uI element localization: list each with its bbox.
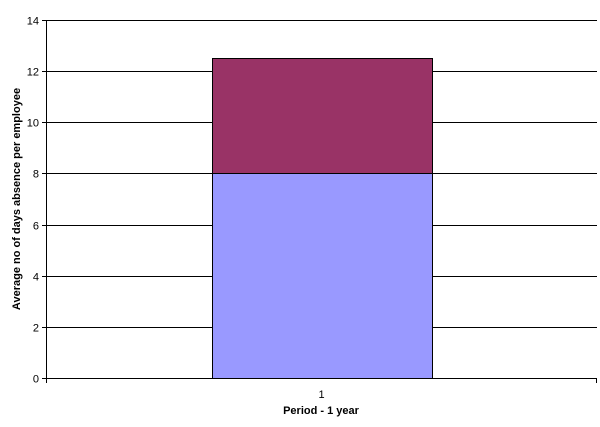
y-tick-label: 6 bbox=[33, 221, 39, 233]
y-tick-label: 0 bbox=[33, 374, 39, 386]
y-tick-label: 2 bbox=[33, 323, 39, 335]
y-tick-label: 12 bbox=[27, 67, 39, 79]
y-tick-label: 14 bbox=[27, 16, 39, 28]
x-axis-title: Period - 1 year bbox=[283, 405, 360, 417]
y-tick-label: 4 bbox=[33, 272, 39, 284]
bars bbox=[212, 58, 433, 379]
y-tick-label: 8 bbox=[33, 169, 39, 181]
tick-labels: 0 2 4 6 8 10 12 14 1 bbox=[27, 16, 325, 402]
x-tick-label: 1 bbox=[318, 389, 324, 401]
y-axis-title: Average no of days absence per employee bbox=[11, 88, 23, 310]
bar-segment-2 bbox=[212, 58, 433, 174]
axes bbox=[42, 20, 597, 383]
y-tick-label: 10 bbox=[27, 118, 39, 130]
bar-segment-1 bbox=[212, 173, 433, 379]
